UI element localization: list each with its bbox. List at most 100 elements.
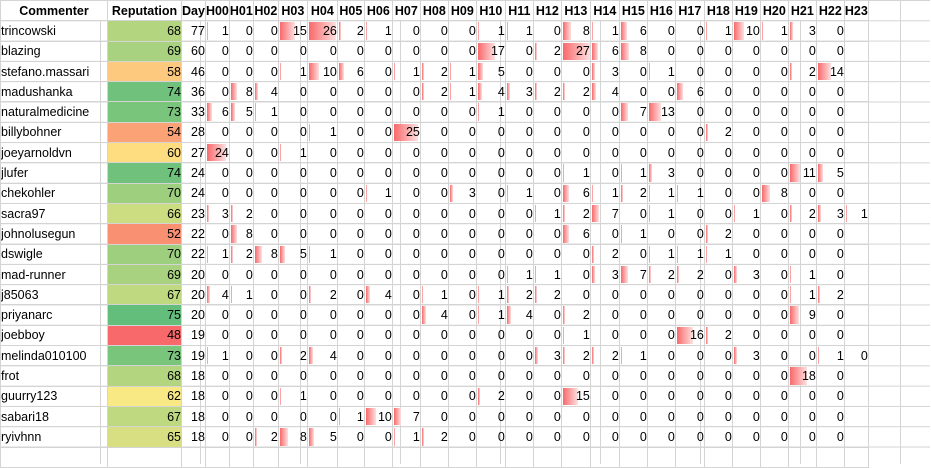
- commenter-cell[interactable]: mad-runner: [0, 263, 108, 286]
- hour-cell[interactable]: 0: [731, 304, 761, 326]
- hour-cell[interactable]: 0: [447, 101, 477, 123]
- hour-cell[interactable]: 0: [306, 365, 338, 387]
- hour-cell[interactable]: 0: [447, 202, 477, 225]
- hour-cell[interactable]: 0: [336, 263, 365, 286]
- hour-cell[interactable]: 0: [589, 405, 620, 428]
- hour-cell[interactable]: 0: [731, 405, 761, 428]
- commenter-cell[interactable]: priyanarc: [0, 304, 108, 326]
- hour-cell[interactable]: 0: [759, 365, 789, 387]
- column-header-reputation[interactable]: Reputation: [107, 0, 182, 22]
- hour-cell[interactable]: 1: [589, 182, 620, 204]
- hour-cell[interactable]: 0: [252, 304, 279, 326]
- commenter-cell[interactable]: stefano.massari: [0, 60, 108, 83]
- hour-cell[interactable]: 0: [646, 385, 676, 407]
- hour-cell[interactable]: 2: [703, 121, 733, 144]
- hour-cell[interactable]: [843, 142, 869, 164]
- hour-cell[interactable]: 6: [589, 40, 620, 62]
- hour-cell[interactable]: 8: [228, 81, 254, 103]
- hour-cell[interactable]: 0: [504, 385, 534, 407]
- hour-cell[interactable]: 8: [277, 426, 308, 448]
- hour-cell[interactable]: 7: [391, 405, 421, 428]
- hour-cell[interactable]: 0: [391, 162, 421, 184]
- column-header-h18[interactable]: H18: [703, 0, 733, 22]
- empty-cell[interactable]: [843, 446, 869, 468]
- hour-cell[interactable]: 0: [560, 243, 591, 265]
- hour-cell[interactable]: [843, 162, 869, 184]
- hour-cell[interactable]: 0: [252, 385, 279, 407]
- hour-cell[interactable]: 0: [447, 40, 477, 62]
- hour-cell[interactable]: 4: [252, 81, 279, 103]
- hour-cell[interactable]: 0: [504, 202, 534, 225]
- day-cell[interactable]: 36: [181, 81, 206, 103]
- hour-cell[interactable]: 0: [759, 202, 789, 225]
- reputation-cell[interactable]: 67: [107, 284, 182, 306]
- hour-cell[interactable]: 0: [336, 40, 365, 62]
- hour-cell[interactable]: 1: [646, 243, 676, 265]
- hour-cell[interactable]: 0: [532, 426, 562, 448]
- hour-cell[interactable]: 0: [306, 101, 338, 123]
- hour-cell[interactable]: 0: [391, 182, 421, 204]
- hour-cell[interactable]: 0: [228, 304, 254, 326]
- hour-cell[interactable]: 0: [475, 162, 506, 184]
- hour-cell[interactable]: 0: [759, 40, 789, 62]
- hour-cell[interactable]: 1: [787, 263, 817, 286]
- hour-cell[interactable]: 0: [363, 121, 393, 144]
- hour-cell[interactable]: 0: [277, 284, 308, 306]
- hour-cell[interactable]: 10: [363, 405, 393, 428]
- hour-cell[interactable]: 6: [336, 60, 365, 83]
- hour-cell[interactable]: 0: [674, 142, 705, 164]
- column-header-h09[interactable]: H09: [447, 0, 477, 22]
- reputation-cell[interactable]: 74: [107, 81, 182, 103]
- hour-cell[interactable]: 1: [447, 81, 477, 103]
- hour-cell[interactable]: 0: [815, 243, 845, 265]
- hour-cell[interactable]: 26: [306, 20, 338, 42]
- hour-cell[interactable]: 25: [391, 121, 421, 144]
- hour-cell[interactable]: 2: [703, 324, 733, 347]
- hour-cell[interactable]: 0: [277, 223, 308, 245]
- hour-cell[interactable]: 0: [589, 426, 620, 448]
- hour-cell[interactable]: 2: [419, 81, 449, 103]
- hour-cell[interactable]: 0: [252, 345, 279, 367]
- column-header-h10[interactable]: H10: [475, 0, 506, 22]
- hour-cell[interactable]: 0: [204, 40, 230, 62]
- hour-cell[interactable]: 0: [504, 345, 534, 367]
- hour-cell[interactable]: 1: [646, 60, 676, 83]
- hour-cell[interactable]: 0: [703, 263, 733, 286]
- hour-cell[interactable]: [843, 324, 869, 347]
- hour-cell[interactable]: 0: [815, 405, 845, 428]
- hour-cell[interactable]: 0: [363, 385, 393, 407]
- hour-cell[interactable]: 0: [787, 345, 817, 367]
- hour-cell[interactable]: 8: [252, 243, 279, 265]
- hour-cell[interactable]: 0: [419, 365, 449, 387]
- hour-cell[interactable]: 0: [228, 121, 254, 144]
- hour-cell[interactable]: 5: [475, 60, 506, 83]
- day-cell[interactable]: 24: [181, 162, 206, 184]
- hour-cell[interactable]: 7: [618, 101, 648, 123]
- day-cell[interactable]: 28: [181, 121, 206, 144]
- hour-cell[interactable]: 0: [759, 284, 789, 306]
- hour-cell[interactable]: 0: [589, 162, 620, 184]
- hour-cell[interactable]: 0: [391, 304, 421, 326]
- hour-cell[interactable]: 0: [419, 202, 449, 225]
- hour-cell[interactable]: 0: [843, 345, 869, 367]
- hour-cell[interactable]: 5: [228, 101, 254, 123]
- hour-cell[interactable]: 0: [759, 60, 789, 83]
- hour-cell[interactable]: 0: [419, 345, 449, 367]
- hour-cell[interactable]: 9: [787, 304, 817, 326]
- hour-cell[interactable]: 18: [787, 365, 817, 387]
- hour-cell[interactable]: 1: [363, 182, 393, 204]
- hour-cell[interactable]: 0: [363, 162, 393, 184]
- hour-cell[interactable]: 0: [391, 202, 421, 225]
- hour-cell[interactable]: 3: [504, 81, 534, 103]
- hour-cell[interactable]: 0: [703, 385, 733, 407]
- hour-cell[interactable]: 0: [363, 263, 393, 286]
- hour-cell[interactable]: 0: [815, 182, 845, 204]
- hour-cell[interactable]: 1: [759, 20, 789, 42]
- hour-cell[interactable]: 0: [447, 385, 477, 407]
- hour-cell[interactable]: 0: [532, 142, 562, 164]
- reputation-cell[interactable]: 73: [107, 345, 182, 367]
- column-header-h21[interactable]: H21: [787, 0, 817, 22]
- hour-cell[interactable]: 0: [674, 121, 705, 144]
- hour-cell[interactable]: [843, 405, 869, 428]
- hour-cell[interactable]: 0: [674, 101, 705, 123]
